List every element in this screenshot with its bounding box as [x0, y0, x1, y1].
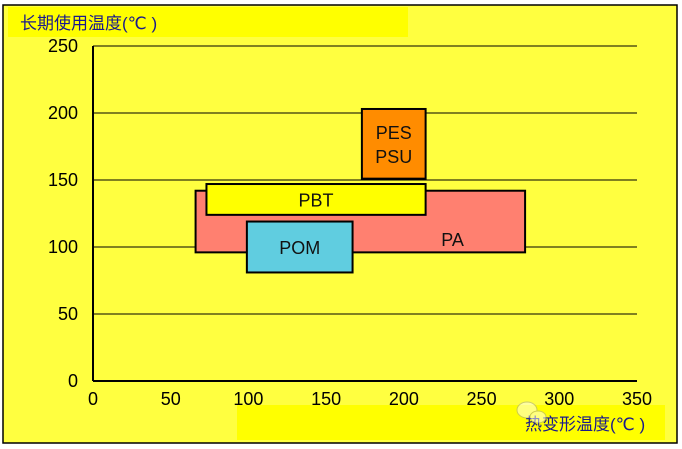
ylabel-box — [8, 7, 408, 37]
x-tick-label: 50 — [161, 389, 181, 409]
y-axis-label: 长期使用温度(℃ ) — [20, 13, 157, 33]
x-tick-label: 200 — [389, 389, 419, 409]
box-pom — [245, 220, 354, 274]
x-axis-label: 热变形温度(℃ ) — [525, 415, 645, 434]
y-tick-label: 50 — [58, 304, 78, 324]
xlabel-box — [237, 405, 665, 440]
y-tick-label: 150 — [48, 170, 78, 190]
y-tick-label: 0 — [68, 371, 78, 391]
y-tick-label: 250 — [48, 36, 78, 56]
x-tick-label: 350 — [622, 389, 652, 409]
box-label-pes-psu: PES — [376, 123, 412, 143]
x-tick-label: 150 — [311, 389, 341, 409]
box-label-pa: PA — [441, 230, 464, 250]
box-pbt — [205, 183, 427, 216]
x-tick-label: 100 — [233, 389, 263, 409]
x-tick-label: 300 — [544, 389, 574, 409]
y-tick-label: 200 — [48, 103, 78, 123]
box-label-pom: POM — [279, 238, 320, 258]
y-tick-label: 100 — [48, 237, 78, 257]
box-label-pbt: PBT — [299, 190, 334, 210]
x-tick-label: 250 — [467, 389, 497, 409]
x-tick-label: 0 — [88, 389, 98, 409]
box-pes-psu — [360, 107, 427, 180]
box-label-pes-psu: PSU — [375, 147, 412, 167]
wechat-icon-secondary — [529, 410, 547, 424]
watermark — [516, 401, 547, 424]
